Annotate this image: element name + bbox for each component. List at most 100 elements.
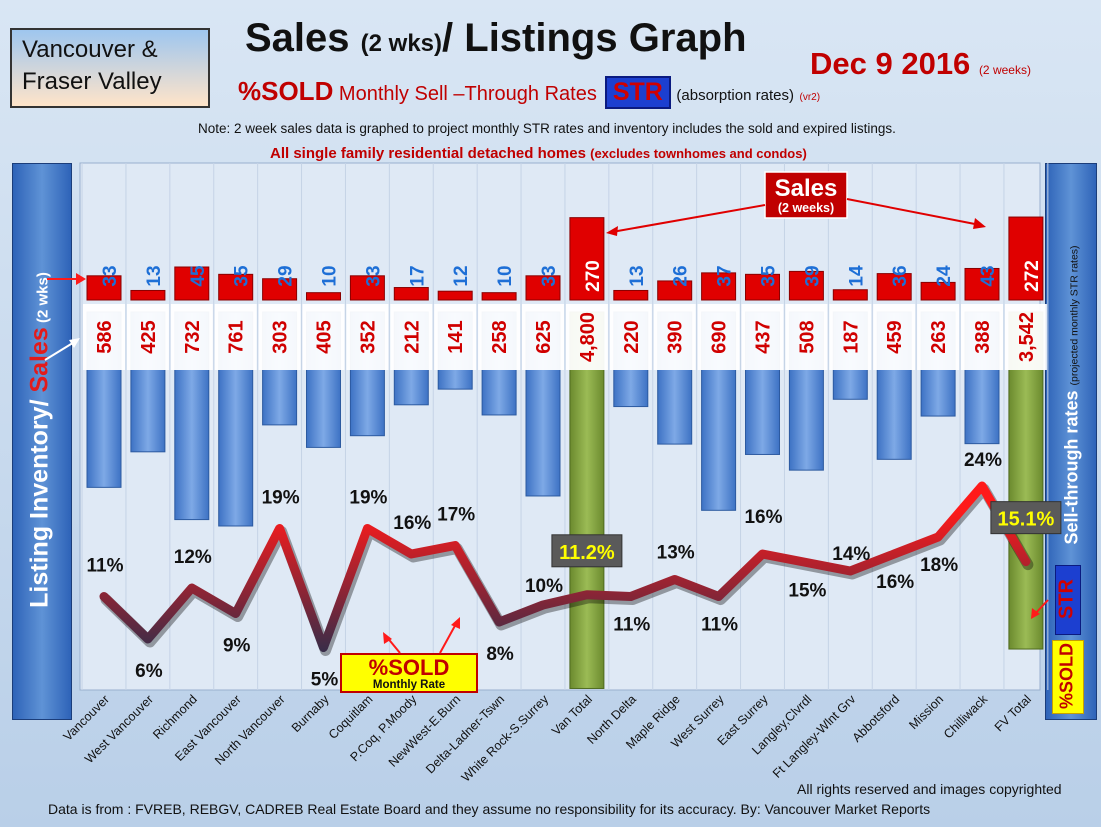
sales-callout-box bbox=[764, 171, 848, 219]
sales-label: 33 bbox=[539, 265, 560, 286]
inventory-label: 732 bbox=[182, 320, 204, 353]
str-line bbox=[99, 481, 1031, 652]
inventory-label-box bbox=[1004, 304, 1047, 370]
inventory-label: 390 bbox=[665, 320, 687, 353]
sold-callout-box bbox=[340, 653, 478, 693]
sales-label: 10 bbox=[320, 265, 341, 286]
str-total-box bbox=[990, 501, 1062, 535]
sales-bar bbox=[130, 289, 166, 301]
inventory-label: 425 bbox=[138, 320, 160, 353]
inventory-label: 4,800 bbox=[577, 312, 599, 362]
sales-label: 33 bbox=[363, 265, 384, 286]
subtitle-sold: %SOLD bbox=[238, 76, 334, 106]
inventory-label-box bbox=[741, 304, 784, 370]
inventory-axis-arrow bbox=[44, 340, 77, 361]
inventory-label-box bbox=[917, 304, 960, 370]
str-label: 11% bbox=[701, 615, 738, 636]
sold-callout-sub: Monthly Rate bbox=[373, 679, 445, 691]
category-label: Mission bbox=[906, 692, 946, 732]
date-value: Dec 9 2016 bbox=[810, 46, 971, 81]
inventory-label: 212 bbox=[401, 320, 423, 353]
sales-label: 33 bbox=[100, 265, 121, 286]
str-label: 14% bbox=[832, 544, 870, 565]
inventory-label: 625 bbox=[533, 320, 555, 353]
inventory-label: 508 bbox=[796, 320, 818, 353]
title-sales: Sales bbox=[245, 16, 361, 60]
inventory-label-box bbox=[609, 304, 652, 370]
inventory-label-box bbox=[522, 304, 564, 370]
sold-side-badge bbox=[1052, 640, 1084, 714]
str-label: 15% bbox=[788, 581, 826, 602]
str-total-box bbox=[551, 534, 623, 568]
category-label: Van Total bbox=[549, 692, 595, 738]
inventory-label-box bbox=[390, 304, 433, 370]
sales-bar bbox=[1008, 216, 1044, 301]
inventory-label-box bbox=[126, 304, 169, 370]
category-label: Chilliwack bbox=[941, 692, 991, 742]
sales-bar bbox=[613, 289, 649, 301]
sales-bar bbox=[218, 273, 254, 301]
sales-label: 26 bbox=[671, 265, 692, 286]
sales-label: 12 bbox=[451, 265, 472, 286]
sales-bar bbox=[262, 278, 298, 301]
str-label: 19% bbox=[349, 488, 387, 509]
inventory-label: 303 bbox=[270, 320, 292, 353]
inventory-label: 459 bbox=[884, 320, 906, 353]
inventory-axis-arrowhead bbox=[69, 338, 80, 348]
sales-label: 35 bbox=[232, 265, 253, 287]
inventory-label: 3,542 bbox=[1016, 312, 1038, 362]
sales-label: 10 bbox=[495, 265, 516, 286]
str-label: 16% bbox=[876, 572, 914, 593]
subtitle-rates: Monthly Sell –Through Rates bbox=[338, 83, 597, 105]
sales-bar bbox=[701, 272, 737, 301]
sales-bar bbox=[349, 275, 385, 301]
category-label: Delta-Ladner-Tswn bbox=[423, 692, 507, 776]
str-badge: STR bbox=[604, 76, 671, 109]
str-total-label: 15.1% bbox=[998, 509, 1055, 531]
sales-bar bbox=[393, 287, 429, 301]
inventory-label: 258 bbox=[489, 320, 511, 353]
str-label: 16% bbox=[744, 507, 782, 528]
inventory-label-box bbox=[565, 304, 608, 370]
source-text: Data is from : FVREB, REBGV, CADREB Real… bbox=[48, 801, 931, 817]
inventory-label-box bbox=[346, 304, 389, 370]
inventory-label: 586 bbox=[94, 320, 116, 353]
inventory-label: 405 bbox=[314, 320, 336, 353]
sales-callout-sub: (2 weeks) bbox=[778, 201, 834, 215]
sold-arrowhead-left bbox=[383, 632, 392, 644]
sales-label: 24 bbox=[934, 265, 955, 287]
sales-label: 14 bbox=[846, 265, 867, 287]
inventory-label-box bbox=[829, 304, 872, 370]
sales-bar bbox=[832, 289, 868, 301]
scope-text: All single family residential detached h… bbox=[270, 145, 807, 162]
sales-bar bbox=[86, 275, 122, 301]
inventory-label: 141 bbox=[445, 320, 467, 353]
sales-bar bbox=[920, 281, 956, 301]
sales-label: 270 bbox=[583, 260, 604, 292]
sales-bar bbox=[569, 217, 605, 301]
inventory-label: 761 bbox=[226, 320, 248, 353]
inventory-label-box bbox=[697, 304, 740, 370]
left-axis-banner bbox=[12, 163, 72, 720]
inventory-label-box bbox=[873, 304, 916, 370]
category-label: White Rock-S.Surrey bbox=[459, 692, 552, 785]
str-label: 11% bbox=[87, 556, 124, 577]
inventory-bar bbox=[569, 311, 605, 689]
sold-arrowhead-right bbox=[451, 617, 460, 629]
sales-bar bbox=[174, 266, 210, 301]
category-label: Abbotsford bbox=[850, 692, 903, 745]
page-title: Sales (2 wks)/ Listings Graph bbox=[245, 16, 747, 61]
subtitle-absorption: (absorption rates) bbox=[676, 87, 794, 104]
sales-label: 13 bbox=[627, 265, 648, 286]
inventory-label: 352 bbox=[357, 320, 379, 353]
title-period: (2 wks) bbox=[360, 30, 443, 57]
str-axis-arrowhead bbox=[1031, 608, 1040, 619]
sales-bar bbox=[481, 292, 517, 301]
sales-arrow-left bbox=[611, 204, 766, 233]
inventory-label: 263 bbox=[928, 320, 950, 353]
sales-bar bbox=[745, 273, 780, 301]
sales-bar bbox=[876, 273, 912, 301]
sales-label: 17 bbox=[407, 265, 428, 286]
sold-arrow-right bbox=[439, 621, 458, 654]
